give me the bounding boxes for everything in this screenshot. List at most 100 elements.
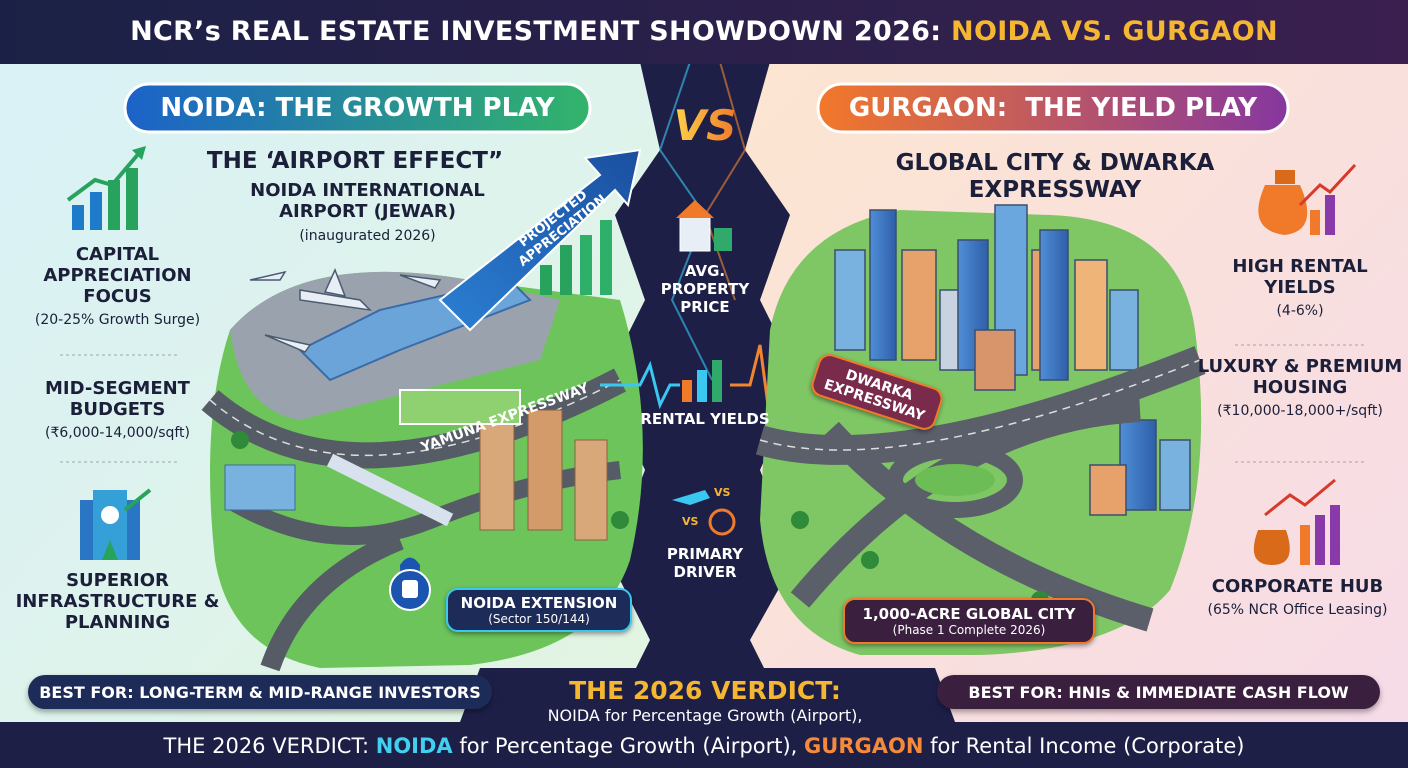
verdict-footer: THE 2026 VERDICT: NOIDA for Percentage G… bbox=[0, 724, 1408, 768]
illustration-shape bbox=[611, 511, 629, 529]
illustration-shape bbox=[460, 668, 955, 722]
noida-best-for: BEST FOR: LONG-TERM & MID-RANGE INVESTOR… bbox=[28, 675, 492, 709]
illustration-shape: VS bbox=[674, 101, 737, 150]
illustration-shape bbox=[861, 551, 879, 569]
location-detail: (Sector 150/144) bbox=[488, 612, 590, 626]
illustration-shape bbox=[527, 409, 563, 531]
illustration-shape bbox=[679, 214, 711, 252]
illustration-shape bbox=[108, 180, 120, 230]
airport-note: (inaugurated 2026) bbox=[299, 228, 436, 244]
illustration-shape bbox=[712, 360, 722, 402]
location-title: NOIDA EXTENSION bbox=[460, 594, 618, 612]
illustration-shape bbox=[249, 268, 442, 353]
illustration-shape bbox=[66, 150, 142, 202]
illustration-shape bbox=[0, 722, 1408, 768]
noida-feature: SUPERIOR INFRASTRUCTURE & PLANNING bbox=[10, 570, 225, 633]
illustration-shape bbox=[915, 464, 995, 496]
gurgaon-best-for: BEST FOR: HNIs & IMMEDIATE CASH FLOW bbox=[937, 675, 1380, 709]
illustration-shape bbox=[600, 220, 612, 295]
feature-detail: (4-6%) bbox=[1276, 303, 1324, 319]
illustration-shape bbox=[676, 200, 714, 218]
location-title: 1,000-ACRE GLOBAL CITY bbox=[862, 605, 1076, 623]
noida-feature: MID-SEGMENT BUDGETS (₹6,000-14,000/sqft) bbox=[10, 378, 225, 444]
feature-title: MID-SEGMENT BUDGETS bbox=[45, 378, 197, 420]
illustration-shape bbox=[299, 289, 373, 312]
illustration-shape bbox=[123, 488, 152, 512]
illustration-shape bbox=[887, 442, 1023, 518]
illustration-shape bbox=[1235, 163, 1365, 565]
airport-subtitle: NOIDA INTERNATIONAL AIRPORT (JEWAR) bbox=[250, 180, 492, 222]
metric-label: PRIMARY DRIVER bbox=[666, 545, 749, 581]
illustration-shape bbox=[901, 249, 937, 361]
noida-feature: CAPITAL APPRECIATION FOCUS (20-25% Growth… bbox=[10, 244, 225, 331]
illustration-shape bbox=[132, 146, 146, 160]
illustration-shape bbox=[682, 380, 692, 402]
illustration-shape bbox=[225, 461, 621, 545]
footer-part: for Percentage Growth (Airport), bbox=[452, 734, 805, 758]
illustration-shape bbox=[123, 82, 592, 134]
location-detail: (Phase 1 Complete 2026) bbox=[892, 623, 1046, 637]
feature-detail: (₹6,000-14,000/sqft) bbox=[44, 425, 191, 441]
gurgaon-feature: HIGH RENTAL YIELDS (4-6%) bbox=[1205, 256, 1395, 322]
icon-vs: VS bbox=[714, 486, 731, 499]
illustration-shape bbox=[1275, 170, 1295, 184]
metric-label: RENTAL YIELDS bbox=[640, 410, 770, 428]
illustration-shape bbox=[834, 249, 866, 351]
illustration-shape bbox=[1089, 464, 1127, 516]
illustration-shape bbox=[816, 82, 1290, 134]
illustration-shape bbox=[1325, 195, 1335, 235]
illustration-shape bbox=[580, 235, 592, 295]
icon-vs: VS bbox=[682, 515, 699, 528]
noida-location: NOIDA EXTENSION (Sector 150/144) bbox=[446, 588, 632, 632]
feature-detail: (₹10,000-18,000+/sqft) bbox=[1217, 403, 1383, 419]
illustration-shape bbox=[1330, 505, 1340, 565]
feature-title: LUXURY & PREMIUM HOUSING bbox=[1197, 356, 1408, 398]
illustration-shape bbox=[101, 506, 119, 524]
illustration-shape bbox=[1074, 259, 1108, 371]
illustration-shape bbox=[1039, 229, 1069, 381]
illustration-shape bbox=[708, 508, 736, 536]
footer-gurgaon: GURGAON bbox=[804, 734, 924, 758]
illustration-shape bbox=[1264, 478, 1336, 517]
illustration-shape bbox=[697, 370, 707, 402]
illustration-shape bbox=[759, 359, 1201, 451]
footer-noida: NOIDA bbox=[375, 734, 453, 758]
illustration-shape bbox=[90, 192, 102, 230]
illustration-shape bbox=[714, 228, 732, 251]
illustration-shape bbox=[821, 421, 1154, 632]
illustration-shape bbox=[1310, 210, 1320, 235]
illustration-shape bbox=[326, 453, 454, 527]
title-highlight: NOIDA VS. GURGAON bbox=[951, 16, 1278, 47]
illustration-shape bbox=[0, 0, 1408, 64]
feature-title: CAPITAL APPRECIATION FOCUS bbox=[43, 244, 198, 307]
illustration-shape bbox=[260, 530, 404, 672]
illustration-shape bbox=[323, 268, 347, 298]
illustration-shape bbox=[402, 580, 418, 598]
feature-title: SUPERIOR INFRASTRUCTURE & PLANNING bbox=[15, 570, 226, 633]
illustration-shape bbox=[1253, 530, 1290, 565]
illustration-shape bbox=[399, 389, 521, 425]
footer-part: for Rental Income (Corporate) bbox=[923, 734, 1245, 758]
feature-detail: (65% NCR Office Leasing) bbox=[1207, 602, 1388, 618]
gurgaon-feature-title: GLOBAL CITY & DWARKA EXPRESSWAY bbox=[895, 150, 1223, 203]
illustration-shape bbox=[1300, 525, 1310, 565]
illustration-shape bbox=[869, 209, 897, 361]
verdict-line: NOIDA for Percentage Growth (Airport), bbox=[547, 706, 863, 725]
illustration-shape bbox=[974, 329, 1016, 391]
illustration-shape bbox=[574, 439, 608, 541]
footer-part: THE 2026 VERDICT: bbox=[163, 734, 376, 758]
title: NCR’s REAL ESTATE INVESTMENT SHOWDOWN 20… bbox=[0, 0, 1408, 62]
illustration-shape bbox=[1109, 289, 1139, 371]
illustration-shape bbox=[126, 168, 138, 230]
illustration-shape bbox=[231, 431, 249, 449]
feature-title: HIGH RENTAL YIELDS bbox=[1232, 256, 1374, 298]
illustration-shape bbox=[540, 265, 552, 295]
illustration-shape bbox=[703, 61, 747, 301]
illustration-shape bbox=[399, 274, 442, 289]
metric-label: AVG. PROPERTY PRICE bbox=[660, 262, 755, 316]
noida-heading: NOIDA: THE GROWTH PLAY bbox=[160, 93, 555, 123]
gurgaon-feature: LUXURY & PREMIUM HOUSING (₹10,000-18,000+… bbox=[1195, 356, 1405, 422]
